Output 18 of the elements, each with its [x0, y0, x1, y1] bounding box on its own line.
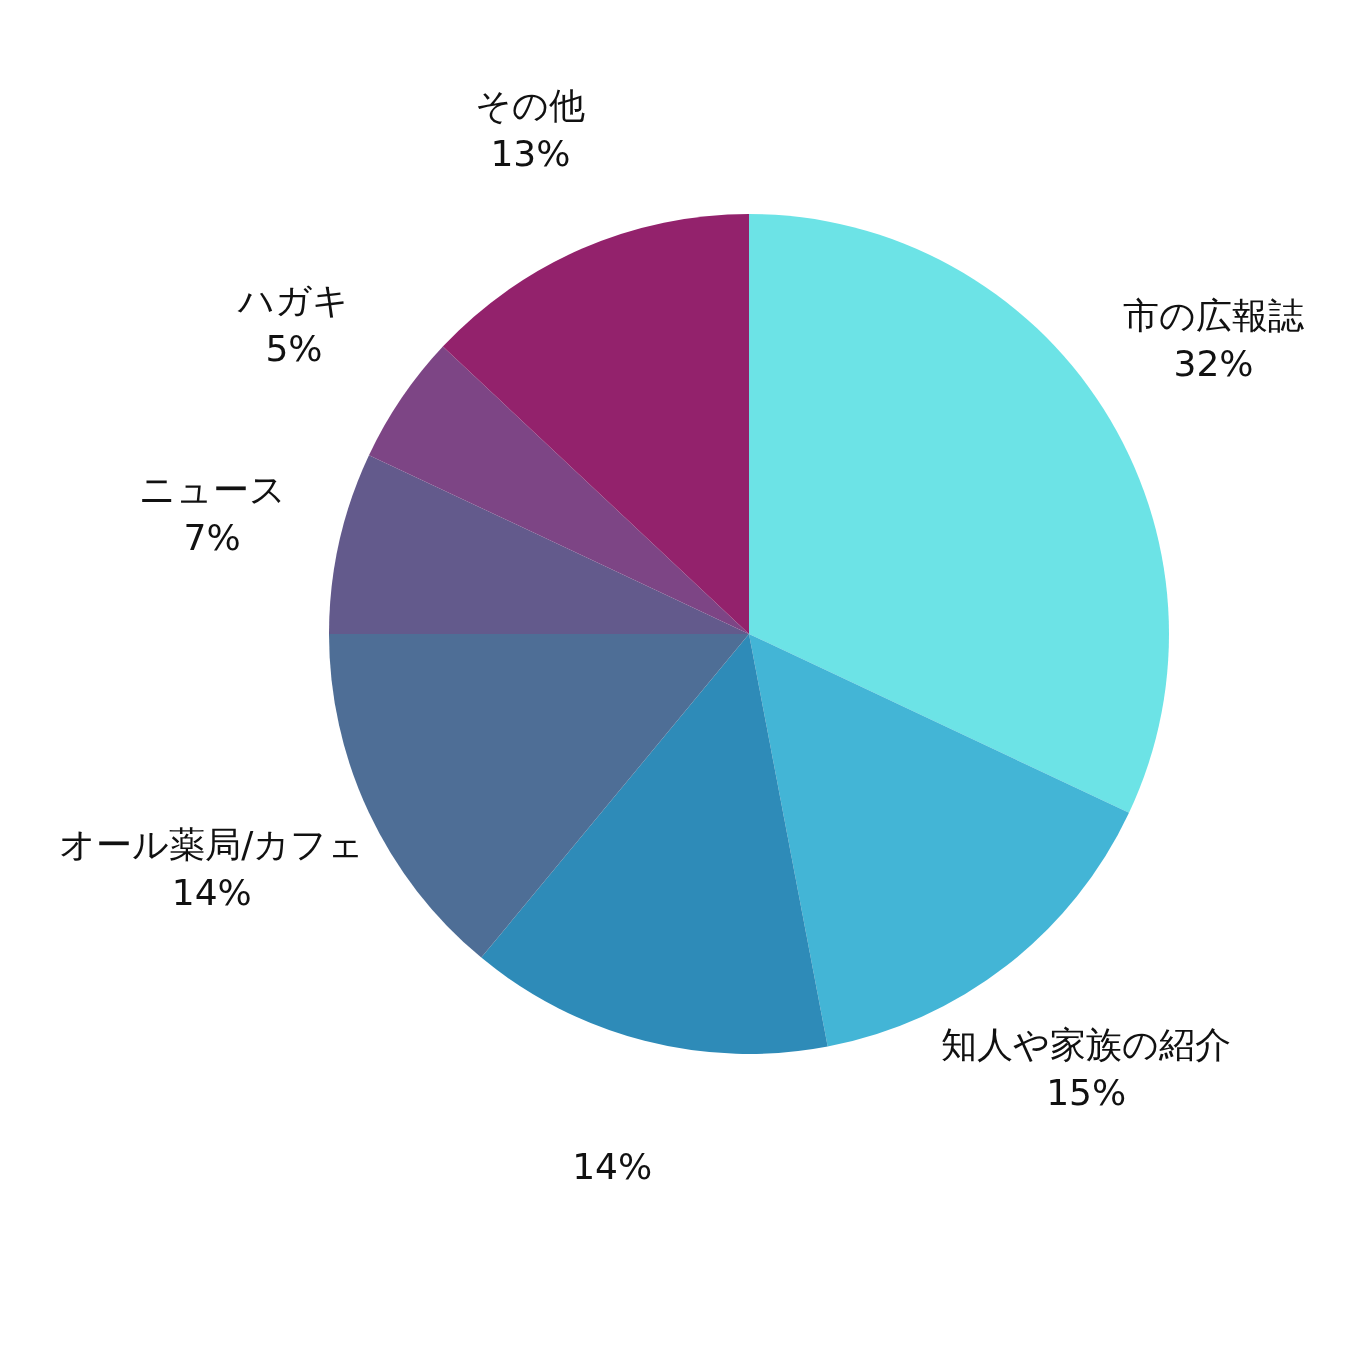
- slice-label: ハガキ: [237, 280, 350, 322]
- data-label: 5%: [265, 328, 323, 370]
- data-label: 32%: [1173, 342, 1254, 384]
- slice-label: 知人や家族の紹介: [941, 1024, 1232, 1066]
- pie-slice: [329, 455, 749, 634]
- pie-slice: [329, 634, 749, 958]
- data-label: 15%: [1046, 1072, 1127, 1114]
- slice-label: その他: [475, 84, 586, 126]
- slice-label: 市の広報誌: [1123, 294, 1305, 336]
- data-label: 14%: [171, 871, 252, 913]
- pie-slice: [442, 214, 749, 634]
- slice-label: ニュース: [138, 469, 286, 511]
- pie-slice: [368, 346, 749, 634]
- pie-slice: [481, 634, 828, 1054]
- slice-label: オール薬局/カフェ: [59, 823, 365, 865]
- data-label: 7%: [183, 517, 241, 559]
- data-label: 14%: [572, 1146, 653, 1188]
- data-label: 13%: [490, 132, 571, 174]
